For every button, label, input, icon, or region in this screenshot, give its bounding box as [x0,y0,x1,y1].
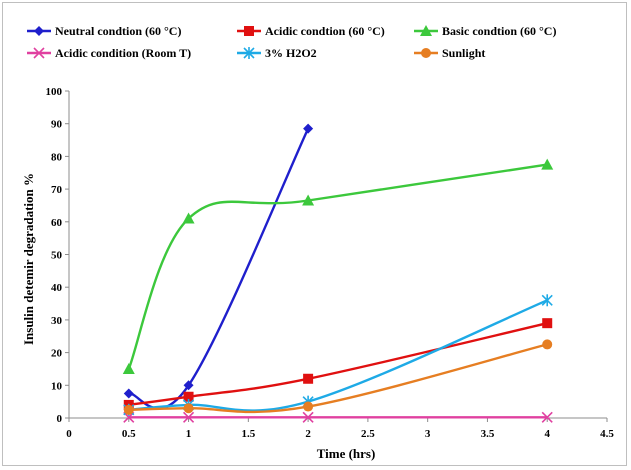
series-1 [124,318,552,410]
data-point [184,403,194,413]
y-tick-label: 50 [51,250,63,262]
series-3 [124,412,552,422]
legend-label: Acidic condition (Room T) [55,46,191,60]
data-point [303,374,313,384]
x-tick-label: 4 [544,428,550,440]
legend-entry: Basic condtion (60 °C) [414,24,556,38]
y-tick-label: 0 [57,413,63,425]
x-tick-label: 0 [66,428,72,440]
series-layer [123,124,553,423]
x-tick-label: 0.5 [122,428,136,440]
legend-marker [421,48,431,58]
legend-entry: Acidic condtion (60 °C) [237,24,385,38]
data-point [303,124,313,134]
data-point [542,294,552,306]
data-point [124,405,134,415]
series-0 [124,124,313,409]
y-tick-label: 20 [51,348,63,360]
legend-label: 3% H2O2 [265,46,317,60]
legend-entry: Acidic condition (Room T) [27,46,191,60]
legend-entry: Sunlight [414,46,485,60]
x-tick-label: 2.5 [361,428,375,440]
legend-marker [244,26,254,36]
legend-label: Neutral condtion (60 °C) [55,24,181,38]
y-tick-label: 30 [51,315,63,327]
legend: Neutral condtion (60 °C) Acidic condtion … [27,24,556,60]
series-2 [123,159,553,374]
x-axis-title: Time (hrs) [317,446,376,461]
y-axis-title: Insulin detemir degradation % [21,173,36,345]
y-tick-label: 100 [46,86,63,98]
y-tick-label: 80 [51,151,63,163]
y-tick-label: 70 [51,184,63,196]
legend-label: Acidic condtion (60 °C) [265,24,385,38]
data-point [124,388,134,398]
series-line [129,129,308,409]
data-point [303,402,313,412]
y-tick-label: 40 [51,282,63,294]
y-tick-label: 60 [51,217,63,229]
axes: 0 10 20 30 40 50 60 70 80 90 100 0 0.5 1 1.5 2 2.5 3 3.5 4 4… [46,86,615,440]
x-tick-label: 1 [186,428,192,440]
y-tick-label: 10 [51,380,63,392]
x-tick-label: 3.5 [481,428,495,440]
legend-marker [34,26,44,36]
legend-entry: Neutral condtion (60 °C) [27,24,181,38]
x-tick-label: 3 [425,428,431,440]
data-point [542,318,552,328]
data-point [123,363,135,374]
legend-label: Sunlight [442,46,485,60]
x-tick-label: 4.5 [600,428,614,440]
data-point [542,339,552,349]
legend-label: Basic condtion (60 °C) [442,24,556,38]
x-tick-label: 1.5 [241,428,255,440]
series-5 [124,339,552,414]
x-tick-label: 2 [305,428,311,440]
legend-entry: 3% H2O2 [237,46,317,60]
y-tick-label: 90 [51,119,63,131]
